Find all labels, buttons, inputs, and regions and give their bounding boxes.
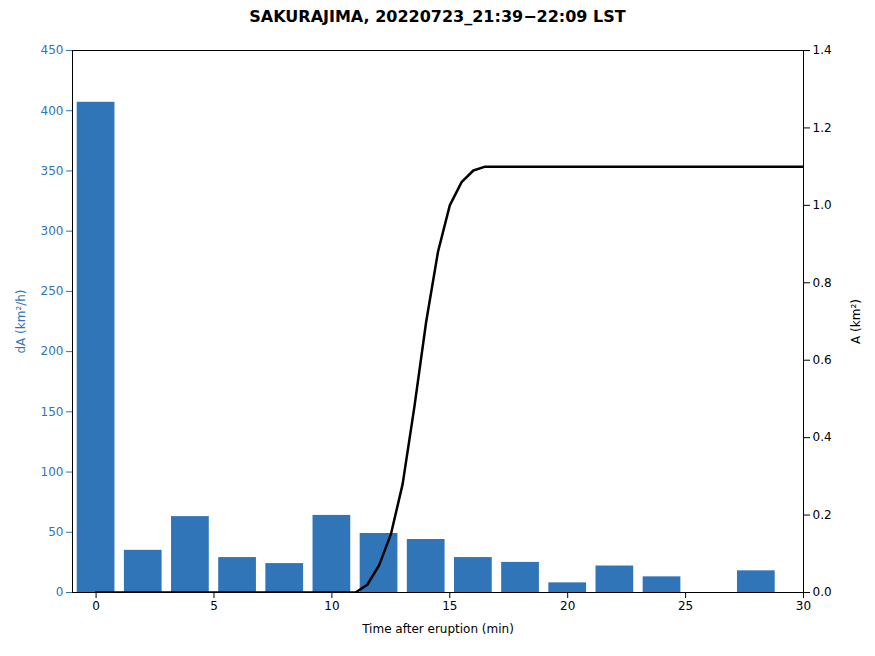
svg-text:250: 250 bbox=[41, 284, 64, 298]
svg-text:100: 100 bbox=[41, 465, 64, 479]
svg-text:450: 450 bbox=[41, 43, 64, 57]
svg-text:0: 0 bbox=[56, 585, 64, 599]
html-text:SAKURAJIMA, 20220723_21:39−22:: SAKURAJIMA, 20220723_21:39−22:09 LST bbox=[249, 7, 626, 26]
svg-text:350: 350 bbox=[41, 164, 64, 178]
svg-text:15: 15 bbox=[442, 599, 457, 613]
svg-text:Time after eruption (min): Time after eruption (min) bbox=[361, 622, 514, 636]
svg-text:10: 10 bbox=[324, 599, 339, 613]
svg-text:30: 30 bbox=[796, 599, 811, 613]
svg-text:0.4: 0.4 bbox=[813, 430, 832, 444]
svg-text:1.0: 1.0 bbox=[813, 198, 832, 212]
svg-text:0.0: 0.0 bbox=[813, 585, 832, 599]
svg-text:1.4: 1.4 bbox=[813, 43, 832, 57]
svg-text:150: 150 bbox=[41, 405, 64, 419]
svg-text:0.2: 0.2 bbox=[813, 508, 832, 522]
svg-text:A (km²): A (km²) bbox=[849, 299, 863, 344]
svg-text:200: 200 bbox=[41, 344, 64, 358]
svg-text:0.8: 0.8 bbox=[813, 276, 832, 290]
svg-text:0: 0 bbox=[92, 599, 100, 613]
svg-text:dA (km²/h): dA (km²/h) bbox=[14, 289, 28, 353]
svg-text:5: 5 bbox=[210, 599, 218, 613]
svg-text:1.2: 1.2 bbox=[813, 121, 832, 135]
svg-text:0.6: 0.6 bbox=[813, 353, 832, 367]
svg-text:20: 20 bbox=[560, 599, 575, 613]
svg-text:25: 25 bbox=[678, 599, 693, 613]
svg-text:300: 300 bbox=[41, 224, 64, 238]
svg-text:50: 50 bbox=[48, 525, 63, 539]
svg-text:400: 400 bbox=[41, 104, 64, 118]
